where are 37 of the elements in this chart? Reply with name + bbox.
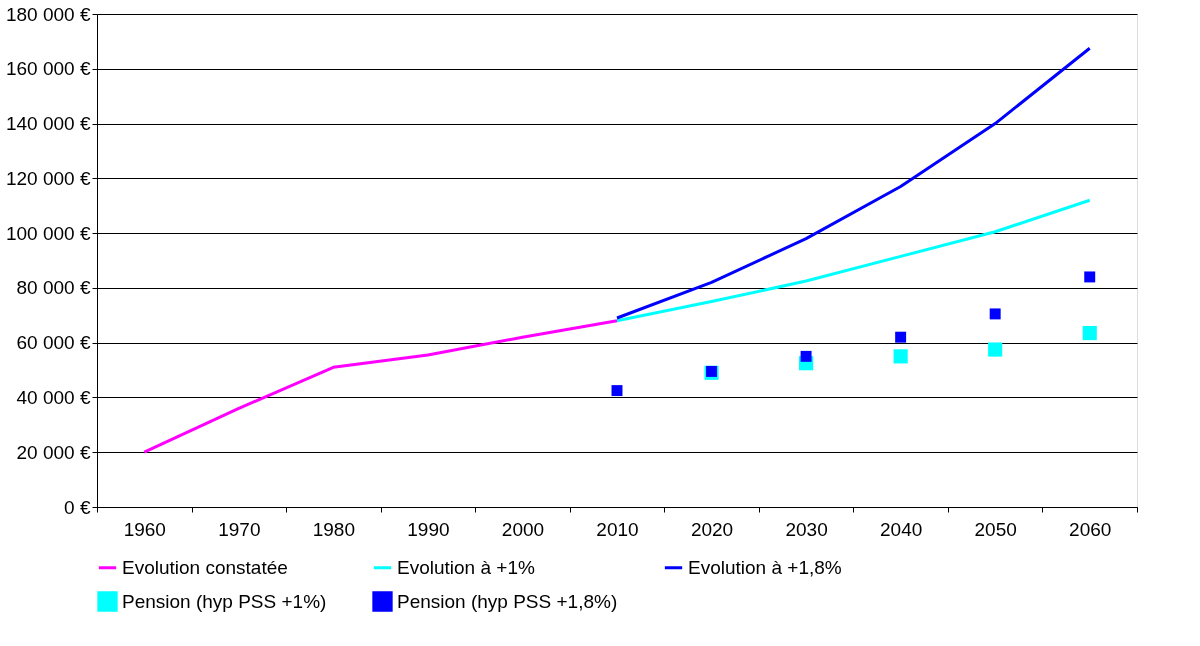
x-tick-label: 2050: [974, 518, 1017, 540]
point: [1084, 271, 1096, 283]
y-tick-label: 0 €: [64, 496, 91, 518]
x-tick-label: 1990: [407, 518, 450, 540]
x-tick-label: 1960: [123, 518, 166, 540]
x-tick-label: 2060: [1069, 518, 1112, 540]
x-tick-label: 2040: [880, 518, 923, 540]
y-tick-label: 60 000 €: [16, 332, 91, 354]
y-tick-label: 40 000 €: [16, 386, 91, 408]
point: [800, 350, 812, 362]
legend-label: Evolution constatée: [122, 556, 288, 578]
y-tick-label: 80 000 €: [16, 277, 91, 299]
line-series: [615, 198, 1092, 323]
point: [988, 342, 1003, 357]
legend-label: Evolution à +1,8%: [688, 556, 842, 578]
x-tick-label: 1980: [312, 518, 355, 540]
legend-label: Pension (hyp PSS +1%): [122, 590, 327, 612]
y-tick-label: 100 000 €: [5, 222, 91, 244]
line-series: [142, 319, 619, 454]
y-tick-label: 180 000 €: [5, 3, 91, 25]
x-tick-label: 2020: [690, 518, 734, 540]
y-tick-label: 120 000 €: [5, 167, 91, 189]
point: [611, 385, 623, 397]
y-tick-label: 140 000 €: [5, 113, 91, 135]
point: [1082, 326, 1097, 341]
point: [989, 308, 1001, 320]
y-tick-label: 20 000 €: [16, 441, 91, 463]
x-tick-label: 2000: [501, 518, 545, 540]
legend-label: Evolution à +1%: [397, 556, 535, 578]
x-tick-label: 1970: [218, 518, 261, 540]
legend-label: Pension (hyp PSS +1,8%): [397, 590, 618, 612]
x-tick-label: 2010: [596, 518, 639, 540]
point: [893, 349, 908, 364]
y-tick-label: 160 000 €: [5, 58, 91, 80]
x-tick-label: 2030: [785, 518, 828, 540]
point: [895, 331, 907, 343]
line-series: [615, 46, 1092, 320]
